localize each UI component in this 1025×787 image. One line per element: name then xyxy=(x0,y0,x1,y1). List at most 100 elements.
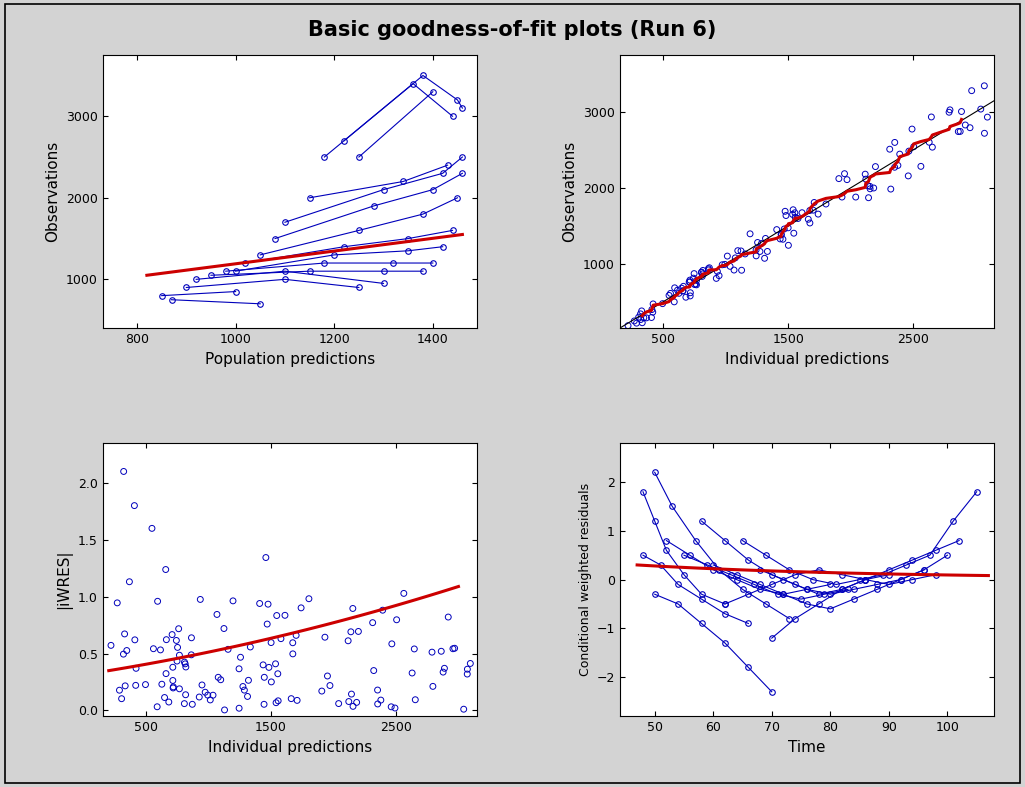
Point xyxy=(158,563,174,576)
Point xyxy=(348,696,365,708)
Point xyxy=(890,159,906,172)
Point xyxy=(892,148,908,161)
Point xyxy=(694,270,710,283)
Point xyxy=(632,308,649,320)
Point xyxy=(459,667,476,680)
Point xyxy=(701,261,717,274)
Point xyxy=(793,206,810,219)
Point xyxy=(644,311,660,323)
Point xyxy=(950,125,967,138)
Point xyxy=(259,618,276,630)
Point xyxy=(695,264,711,277)
Point xyxy=(700,262,716,275)
Point xyxy=(802,216,818,229)
Point xyxy=(154,678,170,690)
Point xyxy=(802,204,818,216)
Point xyxy=(433,645,449,658)
Y-axis label: Conditional weighted residuals: Conditional weighted residuals xyxy=(579,483,592,676)
Point xyxy=(810,208,826,220)
Point xyxy=(773,228,789,241)
Point xyxy=(921,136,938,149)
Point xyxy=(669,284,686,297)
Point xyxy=(865,182,882,194)
Point xyxy=(912,160,929,172)
Point xyxy=(645,306,661,319)
Point xyxy=(200,689,216,701)
Point xyxy=(440,611,456,623)
Point xyxy=(407,693,423,706)
Point xyxy=(343,688,360,700)
Point xyxy=(773,228,789,241)
Point xyxy=(242,641,258,653)
Point xyxy=(317,631,333,644)
Point xyxy=(748,244,765,257)
Point xyxy=(165,661,181,674)
Point xyxy=(270,694,286,707)
Point xyxy=(269,609,285,622)
Point xyxy=(688,279,704,291)
Point xyxy=(787,211,804,224)
Point xyxy=(205,689,221,701)
Point xyxy=(633,305,650,317)
Point xyxy=(961,121,978,134)
Point xyxy=(639,312,655,324)
Point xyxy=(289,694,305,707)
Point xyxy=(283,693,299,705)
Point xyxy=(435,666,451,678)
Point xyxy=(177,661,194,674)
Point xyxy=(255,659,272,671)
Point xyxy=(164,628,180,641)
Point xyxy=(437,662,453,674)
Point xyxy=(900,170,916,183)
Point xyxy=(340,695,357,708)
Point xyxy=(964,84,980,97)
Point xyxy=(686,272,702,284)
Point xyxy=(662,287,679,300)
Point xyxy=(424,680,441,693)
X-axis label: Time: Time xyxy=(788,740,826,755)
Point xyxy=(674,285,691,297)
Point xyxy=(775,233,791,246)
Point xyxy=(404,667,420,679)
Point xyxy=(654,297,670,310)
Point xyxy=(171,682,188,695)
Point xyxy=(112,684,128,696)
Point xyxy=(785,227,802,239)
Point xyxy=(686,268,702,280)
Point xyxy=(666,282,683,294)
Point xyxy=(858,173,874,186)
Point xyxy=(883,183,899,195)
Point xyxy=(369,684,385,696)
Point xyxy=(727,252,743,264)
Point xyxy=(115,648,131,660)
Point xyxy=(693,266,709,279)
Point xyxy=(689,274,705,286)
Point xyxy=(462,657,479,670)
Point xyxy=(263,675,280,688)
Point xyxy=(184,698,201,711)
Point xyxy=(262,636,279,648)
Point xyxy=(168,634,184,647)
Point xyxy=(757,232,774,245)
Point xyxy=(351,625,367,637)
Point xyxy=(314,685,330,697)
Point xyxy=(386,702,403,715)
Point xyxy=(344,700,361,713)
Point xyxy=(976,127,992,139)
Point xyxy=(256,671,273,684)
Point xyxy=(102,639,119,652)
Point xyxy=(109,597,125,609)
Point xyxy=(117,679,133,692)
Point xyxy=(708,272,725,285)
Point xyxy=(700,264,716,276)
Point xyxy=(176,697,193,710)
Point xyxy=(749,236,766,249)
Point xyxy=(785,204,802,216)
Point xyxy=(165,682,181,694)
Point xyxy=(683,286,699,299)
Point xyxy=(210,671,227,684)
Point xyxy=(784,208,801,220)
Y-axis label: |iWRES|: |iWRES| xyxy=(56,550,72,609)
Point xyxy=(634,316,651,329)
Point xyxy=(670,287,687,300)
